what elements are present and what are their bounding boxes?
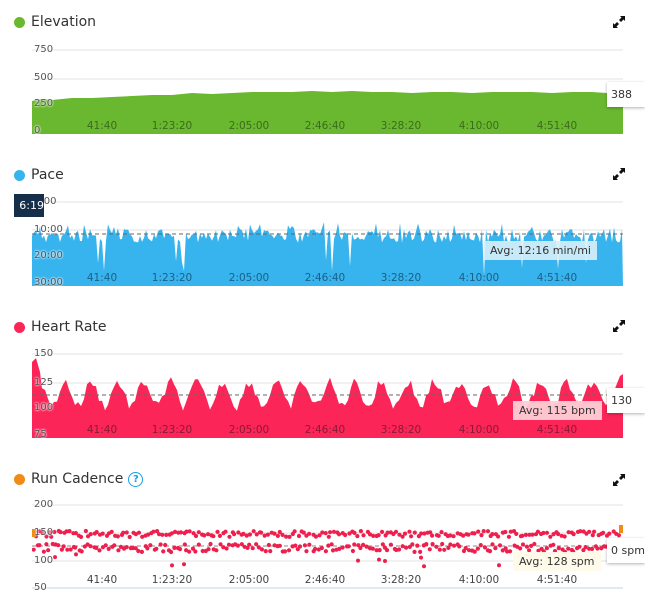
x-tick: 3:28:20 bbox=[380, 272, 422, 284]
x-tick: 4:10:00 bbox=[458, 574, 500, 586]
x-tick: 41:40 bbox=[86, 272, 118, 284]
expand-icon[interactable] bbox=[612, 473, 626, 487]
pace-ytick: 0:00 bbox=[34, 196, 57, 207]
x-tick: 1:23:20 bbox=[151, 574, 193, 586]
x-tick: 2:46:40 bbox=[304, 424, 346, 436]
x-tick: 2:46:40 bbox=[304, 574, 346, 586]
elevation-plot[interactable] bbox=[32, 48, 623, 134]
x-tick: 4:51:40 bbox=[536, 424, 578, 436]
elevation-panel: Elevation 750 500 250 0 41:40 1:23:20 2:… bbox=[0, 0, 645, 150]
pace-title-label: Pace bbox=[31, 167, 64, 183]
pace-average-label: Avg: 12:16 min/mi bbox=[484, 241, 597, 260]
x-tick: 1:23:20 bbox=[151, 424, 193, 436]
x-tick: 3:28:20 bbox=[380, 424, 422, 436]
x-tick: 4:10:00 bbox=[458, 424, 500, 436]
heart-rate-ytick: 150 bbox=[34, 348, 54, 359]
x-tick: 1:23:20 bbox=[151, 272, 193, 284]
pace-panel: Pace 0:00 10:00 20:00 30:00 41:40 1:23:2… bbox=[0, 152, 645, 302]
x-tick: 4:10:00 bbox=[458, 120, 500, 132]
x-tick: 4:51:40 bbox=[536, 574, 578, 586]
x-tick: 1:23:20 bbox=[151, 120, 193, 132]
elevation-ytick: 250 bbox=[34, 98, 54, 109]
x-tick: 4:51:40 bbox=[536, 120, 578, 132]
run-cadence-plot[interactable] bbox=[32, 504, 623, 590]
run-cadence-average-label: Avg: 128 spm bbox=[513, 552, 601, 571]
expand-icon[interactable] bbox=[612, 15, 626, 29]
heart-rate-title-label: Heart Rate bbox=[31, 319, 107, 335]
expand-icon[interactable] bbox=[612, 319, 626, 333]
heart-rate-tooltip: 130 bbox=[607, 388, 645, 413]
x-tick: 41:40 bbox=[86, 424, 118, 436]
heart-rate-panel: Heart Rate 150 125 100 75 41:40 1:23:20 … bbox=[0, 304, 645, 454]
heart-rate-legend-dot bbox=[14, 321, 25, 333]
elevation-tooltip: 388 bbox=[607, 82, 645, 107]
elevation-title: Elevation bbox=[14, 14, 96, 30]
heart-rate-average-label: Avg: 115 bpm bbox=[513, 401, 602, 420]
run-cadence-title-label: Run Cadence bbox=[31, 471, 124, 487]
x-tick: 2:05:00 bbox=[228, 574, 270, 586]
elevation-ytick: 500 bbox=[34, 72, 54, 83]
pace-ytick: 20:00 bbox=[34, 250, 63, 261]
pace-ytick: 10:00 bbox=[34, 224, 63, 235]
x-tick: 2:05:00 bbox=[228, 120, 270, 132]
run-cadence-tooltip: 0 spm bbox=[607, 538, 645, 563]
heart-rate-title: Heart Rate bbox=[14, 319, 107, 335]
help-icon[interactable]: ? bbox=[128, 471, 144, 487]
run-cadence-legend-dot bbox=[14, 473, 25, 485]
run-cadence-ytick: 100 bbox=[34, 555, 54, 566]
x-tick: 2:05:00 bbox=[228, 272, 270, 284]
heart-rate-plot[interactable] bbox=[32, 352, 623, 438]
heart-rate-ytick: 125 bbox=[34, 377, 54, 388]
elevation-ytick: 0 bbox=[34, 125, 41, 136]
pace-plot[interactable] bbox=[32, 200, 623, 286]
x-tick: 3:28:20 bbox=[380, 574, 422, 586]
x-tick: 2:46:40 bbox=[304, 120, 346, 132]
elevation-title-label: Elevation bbox=[31, 14, 97, 30]
pace-ytick: 30:00 bbox=[34, 277, 63, 288]
x-tick: 2:05:00 bbox=[228, 424, 270, 436]
elevation-legend-dot bbox=[14, 16, 25, 28]
run-cadence-panel: Run Cadence ? 200 150 100 50 41:40 1:23:… bbox=[0, 456, 645, 606]
x-tick: 4:51:40 bbox=[536, 272, 578, 284]
expand-icon[interactable] bbox=[612, 167, 626, 181]
pace-tooltip: 6:19 bbox=[14, 194, 44, 217]
pace-title: Pace bbox=[14, 167, 64, 183]
x-tick: 41:40 bbox=[86, 574, 118, 586]
x-tick: 2:46:40 bbox=[304, 272, 346, 284]
run-cadence-title: Run Cadence ? bbox=[14, 471, 144, 487]
heart-rate-ytick: 100 bbox=[34, 402, 54, 413]
run-cadence-ytick: 200 bbox=[34, 499, 54, 510]
run-cadence-ytick: 150 bbox=[34, 527, 54, 538]
heart-rate-ytick: 75 bbox=[34, 429, 47, 440]
run-cadence-ytick: 50 bbox=[34, 582, 47, 593]
pace-legend-dot bbox=[14, 169, 25, 181]
x-tick: 4:10:00 bbox=[458, 272, 500, 284]
elevation-ytick: 750 bbox=[34, 44, 54, 55]
x-tick: 3:28:20 bbox=[380, 120, 422, 132]
x-tick: 41:40 bbox=[86, 120, 118, 132]
